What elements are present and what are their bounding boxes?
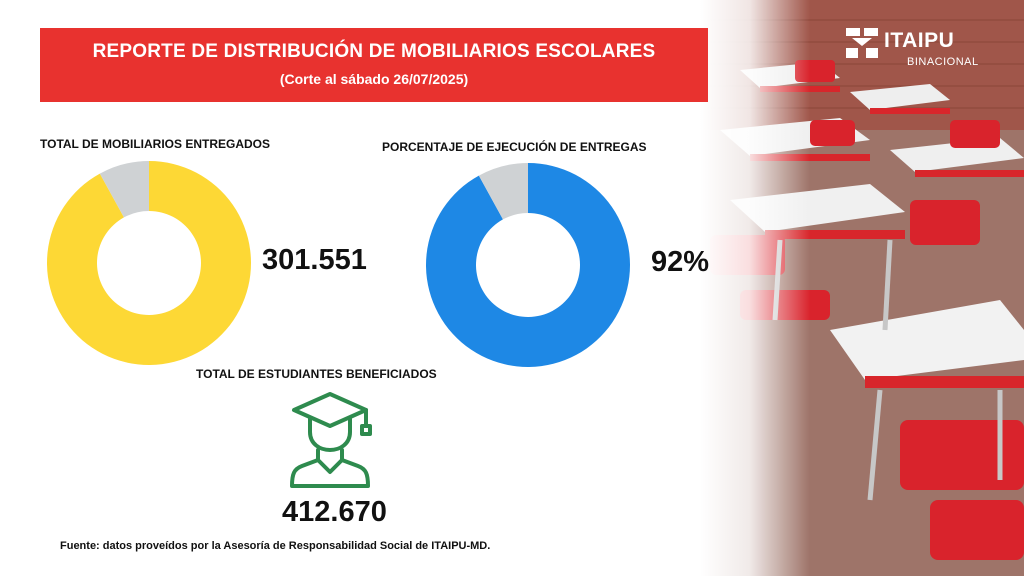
- ejecucion-donut-chart: [426, 163, 630, 367]
- report-date: (Corte al sábado 26/07/2025): [279, 71, 469, 87]
- donut-1-slice-0: [426, 163, 630, 367]
- title-banner: REPORTE DE DISTRIBUCIÓN DE MOBILIARIOS E…: [40, 28, 708, 102]
- logo-name: ITAIPU: [884, 29, 955, 52]
- students-value: 412.670: [282, 496, 387, 528]
- chart-2-title: PORCENTAJE DE EJECUCIÓN DE ENTREGAS: [382, 140, 647, 154]
- mobiliarios-donut-chart: [46, 161, 251, 365]
- source-note: Fuente: datos proveídos por la Asesoría …: [60, 540, 491, 552]
- students-title: TOTAL DE ESTUDIANTES BENEFICIADOS: [196, 367, 437, 381]
- ejecucion-percent-value: 92%: [651, 246, 710, 278]
- graduate-student-icon: [290, 392, 372, 488]
- itaipu-logo: ITAIPU BINACIONAL: [844, 24, 1004, 76]
- itaipu-logo-mark-icon: [846, 28, 878, 58]
- donut-1-slice-1: [478, 163, 528, 220]
- logo-subtitle: BINACIONAL: [907, 56, 979, 68]
- donut-0-slice-0: [46, 161, 251, 365]
- total-mobiliarios-value: 301.551: [262, 244, 367, 276]
- report-title: REPORTE DE DISTRIBUCIÓN DE MOBILIARIOS E…: [92, 41, 656, 62]
- donut-0-slice-1: [99, 161, 149, 218]
- chart-1-title: TOTAL DE MOBILIARIOS ENTREGADOS: [40, 137, 271, 151]
- photo-fade: [700, 0, 810, 576]
